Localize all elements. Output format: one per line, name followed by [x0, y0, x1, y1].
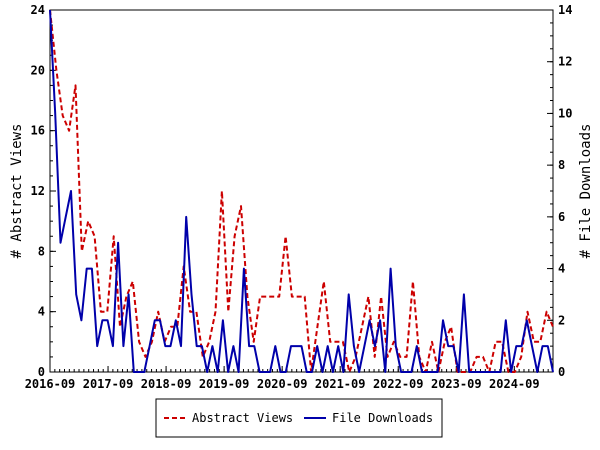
x-tick-label: 2019-09: [199, 377, 250, 391]
y-left-axis: 0 4 8 12 16 20 24: [31, 3, 56, 379]
x-tick-label: 2022-09: [373, 377, 424, 391]
y-right-tick-label: 0: [558, 365, 565, 379]
y-left-tick-label: 12: [31, 184, 45, 198]
x-tick-label: 2020-09: [257, 377, 308, 391]
x-tick-label: 2016-09: [25, 377, 76, 391]
legend-box: [155, 398, 443, 438]
y-right-tick-label: 2: [558, 313, 565, 327]
y-left-tick-label: 8: [38, 244, 45, 258]
y-left-tick-label: 4: [38, 305, 45, 319]
x-tick-label: 2021-09: [315, 377, 366, 391]
x-tick-label: 2018-09: [141, 377, 192, 391]
y-left-tick-label: 24: [31, 3, 45, 17]
series-layer: [49, 9, 554, 373]
y-right-tick-label: 8: [558, 158, 565, 172]
x-tick-label: 2017-09: [83, 377, 134, 391]
series-line-file-downloads: [49, 9, 554, 373]
x-tick-label: 2024-09: [489, 377, 540, 391]
y-right-tick-label: 4: [558, 262, 565, 276]
legend-label-file-downloads: File Downloads: [332, 411, 433, 425]
x-tick-label: 2023-09: [431, 377, 482, 391]
y-left-axis-title: # Abstract Views: [9, 124, 25, 259]
y-right-tick-label: 12: [558, 55, 572, 69]
x-axis: 2016-09 2017-09 2018-09 2019-09 2020-09 2021-…: [25, 366, 554, 391]
y-right-tick-label: 6: [558, 210, 565, 224]
y-left-tick-label: 0: [38, 365, 45, 379]
y-right-axis-title: # File Downloads: [578, 124, 594, 259]
legend: Abstract Views File Downloads: [155, 398, 443, 438]
y-right-tick-label: 10: [558, 106, 572, 120]
y-right-tick-label: 14: [558, 3, 572, 17]
y-right-axis: 0 2 4 6 8 10 12 14: [547, 3, 572, 379]
y-left-tick-label: 20: [31, 63, 45, 77]
y-left-tick-label: 16: [31, 124, 45, 138]
legend-label-abstract-views: Abstract Views: [192, 411, 293, 425]
